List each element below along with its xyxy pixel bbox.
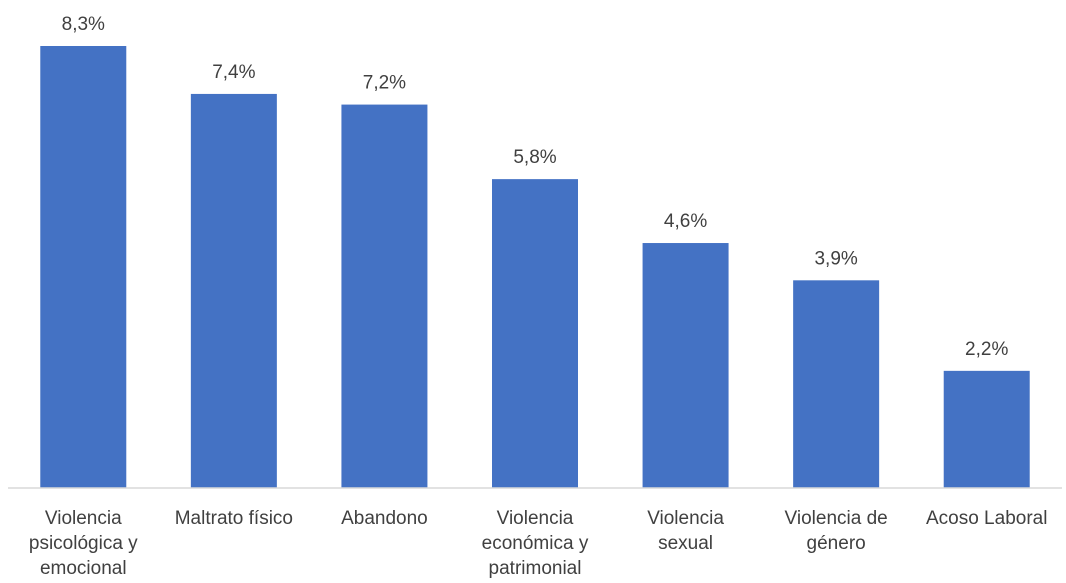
- category-label-2: Abandono: [341, 508, 428, 529]
- category-label-3-line-2: patrimonial: [489, 558, 582, 579]
- bar-6: [943, 370, 1030, 488]
- category-label-0-line-0: Violencia: [45, 508, 122, 529]
- data-label-1: 7,4%: [212, 62, 255, 83]
- category-label-0-line-1: psicológica y: [29, 533, 138, 554]
- category-label-3-line-1: económica y: [482, 533, 589, 554]
- bar-5: [793, 280, 880, 488]
- category-label-0-line-2: emocional: [40, 558, 127, 579]
- category-label-5: Violencia de género: [785, 508, 888, 554]
- category-label-1: Maltrato físico: [175, 508, 293, 529]
- category-label-4-line-1: sexual: [658, 533, 713, 554]
- category-label-6: Acoso Laboral: [926, 508, 1047, 529]
- category-label-3-line-0: Violencia: [497, 508, 574, 529]
- data-labels-group: 8,3% 7,4% 7,2% 5,8% 4,6% 3,9% 2,2%: [62, 14, 1009, 360]
- data-label-2: 7,2%: [363, 73, 406, 94]
- data-label-3: 5,8%: [513, 147, 556, 168]
- bar-3: [492, 179, 578, 489]
- bar-2: [341, 104, 428, 489]
- category-label-0: Violencia psicológica y emocional: [29, 508, 138, 579]
- category-labels-group: Violencia psicológica y emocional Maltrato …: [29, 508, 1048, 579]
- category-label-5-line-0: Violencia de: [785, 508, 888, 529]
- bar-4: [642, 243, 729, 488]
- category-label-5-line-1: género: [807, 533, 866, 554]
- data-label-5: 3,9%: [814, 248, 857, 269]
- data-label-6: 2,2%: [965, 339, 1008, 360]
- category-label-2-line-0: Abandono: [341, 508, 428, 529]
- bar-1: [190, 93, 277, 489]
- category-label-4: Violencia sexual: [647, 508, 724, 554]
- category-label-6-line-0: Acoso Laboral: [926, 508, 1047, 529]
- data-label-4: 4,6%: [664, 211, 707, 232]
- category-label-1-line-0: Maltrato físico: [175, 508, 293, 529]
- data-label-0: 8,3%: [62, 14, 105, 35]
- bars-group: [40, 46, 1030, 489]
- bar-0: [40, 46, 127, 488]
- category-label-4-line-0: Violencia: [647, 508, 724, 529]
- category-label-3: Violencia económica y patrimonial: [482, 508, 589, 579]
